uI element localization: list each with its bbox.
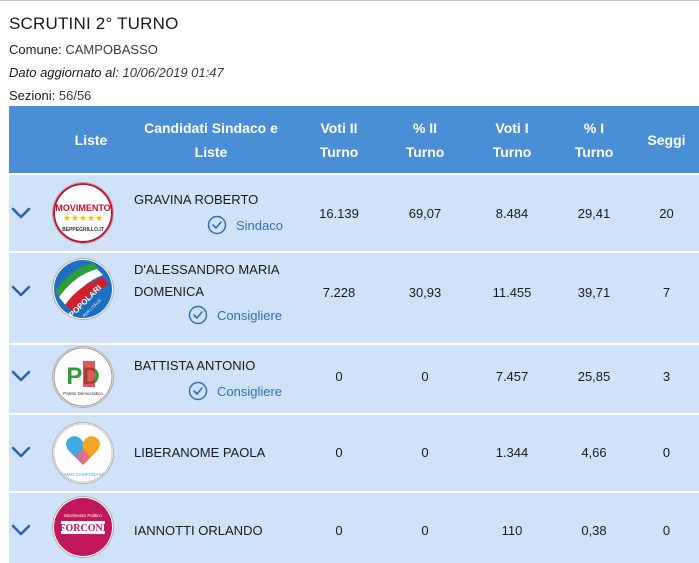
- check-circle-icon: [207, 215, 227, 235]
- forconi-logo: Movimento Politico FORCONI: [53, 497, 113, 557]
- seggi-value: 0: [662, 445, 671, 460]
- perc-i-value: 4,66: [581, 445, 607, 460]
- voti-i-value: 110: [501, 523, 523, 538]
- perc-ii-value: 0: [421, 369, 429, 384]
- header-candidati-line1: Candidati Sindaco e: [144, 119, 278, 136]
- seggi-value: 0: [662, 523, 671, 538]
- chevron-down-icon[interactable]: [11, 284, 31, 298]
- candidate-name: LIBERANOME PAOLA: [134, 445, 266, 460]
- logo-text: MOVIMENTO: [55, 203, 110, 213]
- header-voti-i-line1: Voti I: [495, 119, 529, 136]
- voti-ii-value: 7.228: [322, 285, 356, 300]
- header-voti-i-line2: Turno: [492, 143, 532, 160]
- perc-ii-value: 0: [421, 523, 429, 538]
- table-row: IO AMO CAMPOBASSO LIBERANOME PAOLA 0 0 1…: [9, 413, 699, 491]
- chevron-down-icon[interactable]: [11, 445, 31, 459]
- voti-ii-value: 0: [335, 523, 343, 538]
- header-voti-ii: Voti II Turno: [299, 106, 379, 173]
- role-badge: Consigliere: [188, 305, 282, 325]
- svg-text:★★★★★: ★★★★★: [63, 213, 103, 223]
- perc-i-value: 0,38: [581, 523, 607, 538]
- perc-i-value: 29,41: [577, 206, 611, 221]
- header-candidati: Candidati Sindaco e Liste: [131, 106, 291, 173]
- chevron-down-icon[interactable]: [11, 206, 31, 220]
- pd-logo: PD Partito Democratico: [53, 347, 113, 407]
- table-row: Movimento Politico FORCONI IANNOTTI ORLA…: [9, 491, 699, 563]
- logo-text: IO AMO CAMPOBASSO: [58, 472, 109, 477]
- voti-ii-value: 16.139: [319, 206, 359, 221]
- header-seggi: Seggi: [647, 131, 686, 148]
- candidate-name-line2: DOMENICA: [134, 284, 205, 299]
- logo-subtext: Movimento Politico: [64, 513, 102, 518]
- io-amo-campobasso-logo: IO AMO CAMPOBASSO: [53, 423, 113, 483]
- role-badge: Consigliere: [188, 381, 282, 401]
- sezioni-label: Sezioni:: [9, 88, 56, 103]
- candidate-name: GRAVINA ROBERTO: [134, 192, 259, 207]
- updated-line: Dato aggiornato al: 10/06/2019 01:47: [9, 65, 224, 80]
- voti-i-value: 1.344: [495, 445, 529, 460]
- role-badge: Sindaco: [207, 215, 283, 235]
- perc-i-value: 39,71: [577, 285, 611, 300]
- header-perc-ii-line1: % II: [412, 119, 438, 136]
- table-row: POPOLARI PER L'ITALIA D'ALESSANDRO MARIA…: [9, 251, 699, 343]
- candidate-name: IANNOTTI ORLANDO: [134, 523, 263, 538]
- chevron-down-icon[interactable]: [11, 369, 31, 383]
- voti-ii-value: 0: [335, 445, 343, 460]
- header-perc-ii: % II Turno: [385, 106, 465, 173]
- sezioni-line: Sezioni: 56/56: [9, 88, 91, 103]
- logo-subtext: BEPPEGRILLO.IT: [62, 227, 104, 233]
- chevron-down-icon[interactable]: [11, 523, 31, 537]
- popolari-logo: POPOLARI PER L'ITALIA: [53, 259, 113, 319]
- logo-subtext: Partito Democratico: [63, 391, 103, 396]
- comune-line: Comune: CAMPOBASSO: [9, 42, 158, 57]
- check-circle-icon: [188, 381, 208, 401]
- top-divider: [0, 0, 699, 1]
- seggi-value: 3: [662, 369, 671, 384]
- table-row: MOVIMENTO ★★★★★ BEPPEGRILLO.IT GRAVINA R…: [9, 173, 699, 251]
- table-row: PD Partito Democratico BATTISTA ANTONIO …: [9, 343, 699, 413]
- seggi-value: 20: [659, 206, 674, 221]
- results-table: Liste Candidati Sindaco e Liste Voti II Tu…: [9, 106, 699, 563]
- header-voti-i: Voti I Turno: [472, 106, 552, 173]
- perc-ii-value: 30,93: [408, 285, 442, 300]
- page-title: SCRUTINI 2° TURNO: [9, 14, 179, 33]
- header-voti-ii-line1: Voti II: [320, 119, 358, 136]
- table-header: Liste Candidati Sindaco e Liste Voti II Tu…: [9, 106, 699, 173]
- perc-ii-value: 0: [421, 445, 429, 460]
- header-candidati-line2: Liste: [194, 143, 228, 160]
- header-perc-i-line2: Turno: [574, 143, 614, 160]
- updated-value: 10/06/2019 01:47: [122, 65, 224, 80]
- perc-ii-value: 69,07: [408, 206, 442, 221]
- header-liste: Liste: [74, 131, 108, 148]
- logo-text: FORCONI: [59, 523, 106, 534]
- header-perc-i-line1: % I: [583, 119, 605, 136]
- voti-ii-value: 0: [335, 369, 343, 384]
- movimento-logo: MOVIMENTO ★★★★★ BEPPEGRILLO.IT: [53, 183, 113, 243]
- comune-value: CAMPOBASSO: [65, 42, 158, 57]
- voti-i-value: 11.455: [492, 285, 532, 300]
- voti-i-value: 7.457: [495, 369, 529, 384]
- role-label: Consigliere: [217, 383, 283, 399]
- header-perc-ii-line2: Turno: [405, 143, 445, 160]
- candidate-name-line1: D'ALESSANDRO MARIA: [134, 262, 280, 277]
- updated-label: Dato aggiornato al:: [9, 65, 119, 80]
- role-label: Sindaco: [236, 217, 283, 233]
- header-voti-ii-line2: Turno: [319, 143, 359, 160]
- candidate-name: BATTISTA ANTONIO: [134, 358, 256, 373]
- candidate-name: D'ALESSANDRO MARIA DOMENICA: [134, 259, 280, 303]
- comune-label: Comune:: [9, 42, 62, 57]
- role-label: Consigliere: [217, 307, 283, 323]
- sezioni-value: 56/56: [58, 88, 92, 103]
- header-perc-i: % I Turno: [554, 106, 634, 173]
- check-circle-icon: [188, 305, 208, 325]
- seggi-value: 7: [662, 285, 671, 300]
- perc-i-value: 25,85: [577, 369, 611, 384]
- voti-i-value: 8.484: [495, 206, 529, 221]
